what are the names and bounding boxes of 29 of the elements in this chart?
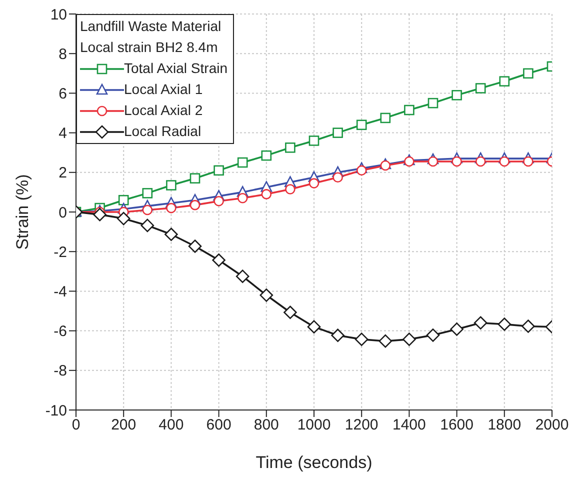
x-tick-label: 1400 bbox=[392, 416, 426, 434]
y-tick-label: 8 bbox=[58, 46, 67, 63]
legend-label: Local Axial 1 bbox=[123, 80, 204, 99]
x-axis-title: Time (seconds) bbox=[256, 453, 372, 472]
y-axis-title: Strain (%) bbox=[13, 174, 32, 250]
x-tick-label: 400 bbox=[158, 416, 184, 434]
x-tick-label: 0 bbox=[72, 416, 80, 434]
y-tick-label: -10 bbox=[45, 402, 67, 420]
legend-title: Landfill Waste Material Local strain BH2 8.4m bbox=[80, 17, 222, 57]
x-tick-label: 200 bbox=[111, 416, 136, 434]
legend-label: Local Axial 2 bbox=[123, 101, 204, 120]
y-tick-label: 10 bbox=[50, 6, 67, 24]
legend-label: Local Radial bbox=[123, 122, 202, 141]
y-tick-label: -2 bbox=[54, 244, 67, 261]
x-tick-label: 2000 bbox=[535, 416, 569, 434]
x-tick-label: 800 bbox=[254, 416, 279, 434]
x-tick-label: 1800 bbox=[488, 416, 522, 434]
x-tick-label: 1000 bbox=[297, 416, 331, 434]
y-tick-label: 2 bbox=[58, 164, 67, 182]
x-tick-label: 600 bbox=[206, 416, 232, 434]
y-tick-label: -8 bbox=[54, 362, 67, 380]
x-tick-label: 1200 bbox=[344, 416, 378, 434]
x-tick-label: 1600 bbox=[440, 416, 474, 434]
y-tick-label: 4 bbox=[58, 125, 67, 142]
legend-label: Total Axial Strain bbox=[123, 59, 228, 78]
y-tick-label: 6 bbox=[58, 86, 67, 103]
y-tick-label: -6 bbox=[54, 323, 67, 340]
y-tick-label: 0 bbox=[58, 204, 67, 222]
y-tick-label: -4 bbox=[54, 284, 67, 301]
